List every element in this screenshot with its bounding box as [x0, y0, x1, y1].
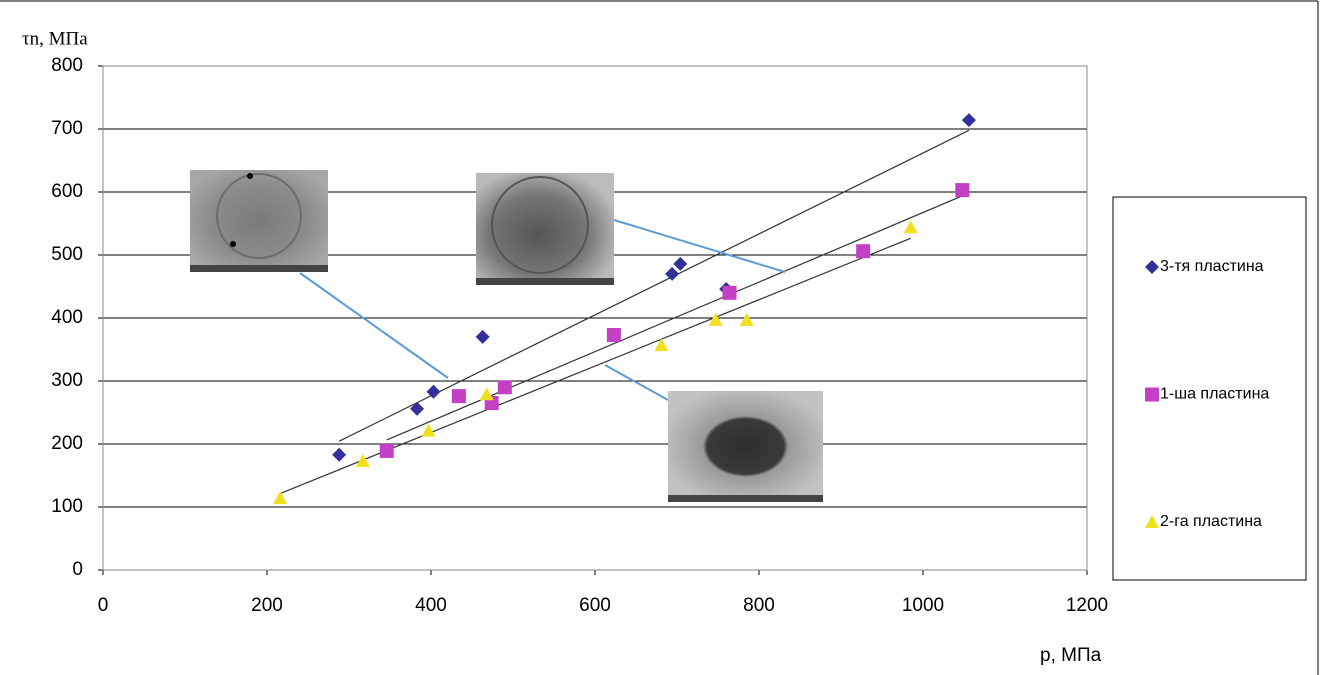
- y-tick-label: 200: [51, 433, 83, 454]
- marker: [665, 266, 680, 281]
- marker: [421, 423, 436, 437]
- y-tick-label: 0: [72, 559, 83, 580]
- y-tick-label: 500: [51, 244, 83, 265]
- marker: [410, 401, 425, 416]
- marker: [1145, 515, 1159, 528]
- marker: [856, 244, 871, 259]
- micrograph: [476, 173, 614, 285]
- legend-label: 3-тя пластина: [1160, 258, 1264, 275]
- marker: [955, 183, 970, 198]
- x-tick-label: 1200: [1066, 595, 1108, 616]
- marker: [1145, 260, 1159, 274]
- marker: [961, 113, 976, 128]
- x-tick-label: 1000: [902, 595, 944, 616]
- y-tick-label: 100: [51, 496, 83, 517]
- x-tick-label: 800: [743, 595, 775, 616]
- y-tick-label: 600: [51, 181, 83, 202]
- y-tick-label: 800: [51, 55, 83, 76]
- marker: [722, 285, 737, 300]
- x-tick-label: 400: [415, 595, 447, 616]
- marker: [426, 384, 441, 399]
- legend-label: 2-га пластина: [1160, 513, 1262, 530]
- x-tick-label: 0: [98, 595, 109, 616]
- marker: [654, 338, 669, 352]
- legend-label: 1-ша пластина: [1160, 386, 1269, 403]
- marker: [497, 380, 512, 395]
- y-axis-title: τn, МПа: [22, 28, 88, 49]
- trendline: [338, 129, 970, 442]
- marker: [673, 256, 688, 271]
- marker: [708, 312, 723, 326]
- marker: [379, 443, 394, 458]
- marker: [606, 328, 621, 343]
- plot-border: [102, 65, 1088, 571]
- marker: [903, 220, 918, 234]
- marker: [332, 447, 347, 462]
- x-tick-label: 600: [579, 595, 611, 616]
- marker: [739, 312, 754, 326]
- micrograph: [668, 391, 823, 502]
- y-tick-label: 300: [51, 370, 83, 391]
- marker: [451, 389, 466, 404]
- annotation-lines: [299, 219, 786, 401]
- marker: [273, 491, 288, 505]
- marker: [475, 329, 490, 344]
- marker: [355, 454, 370, 468]
- x-tick-label: 200: [251, 595, 283, 616]
- micrograph: [190, 170, 328, 272]
- marker: [479, 387, 494, 401]
- y-tick-label: 700: [51, 118, 83, 139]
- y-tick-label: 400: [51, 307, 83, 328]
- x-axis-title: p, МПа: [1040, 645, 1102, 666]
- marker: [1145, 387, 1159, 402]
